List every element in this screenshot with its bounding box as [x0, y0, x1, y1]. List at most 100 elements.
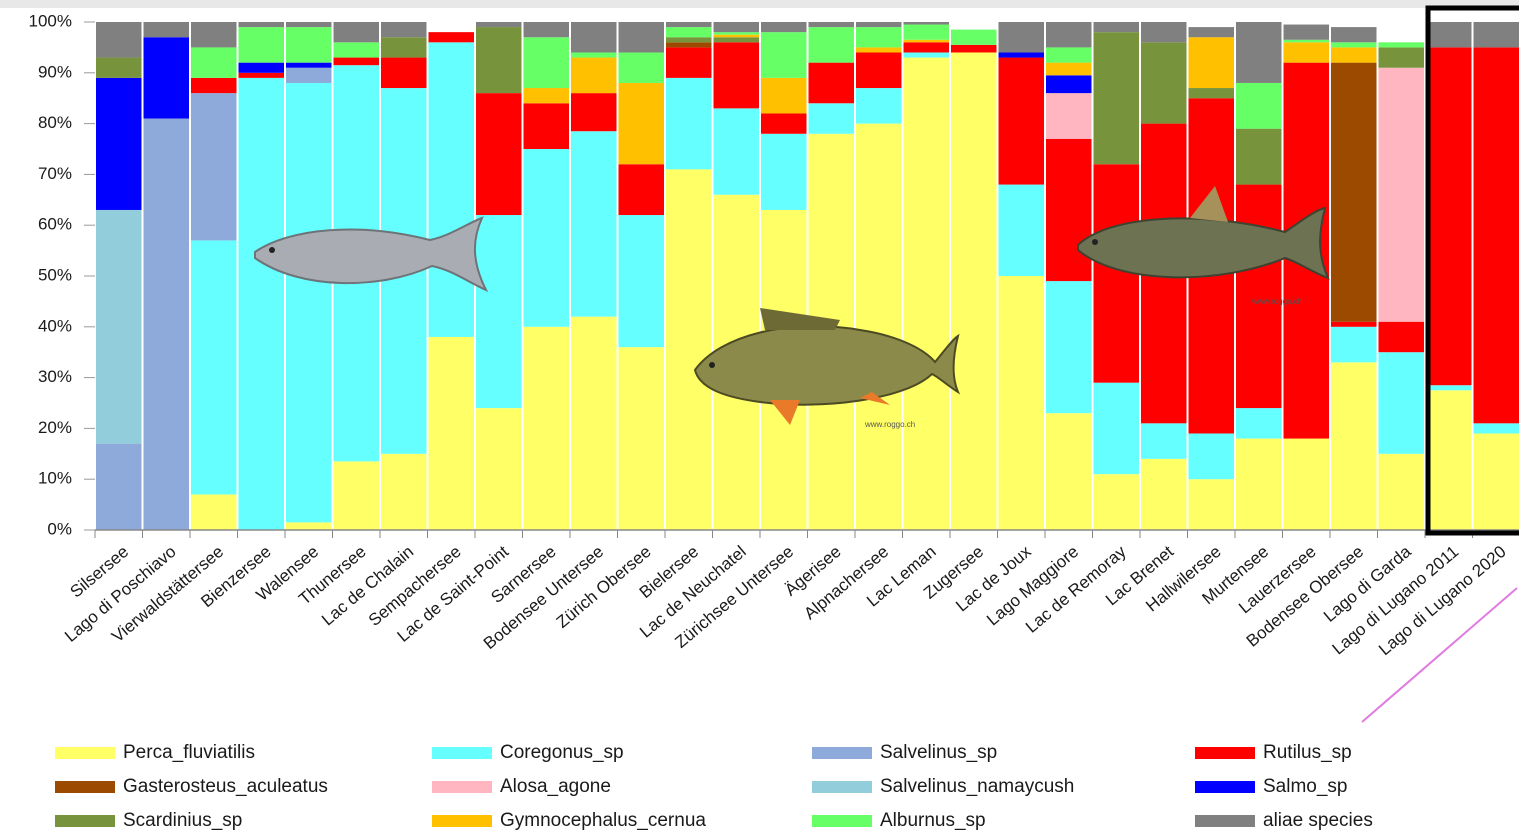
- bar-segment: [1141, 423, 1187, 459]
- bar-segment: [666, 27, 712, 38]
- bar-segment: [286, 62, 332, 68]
- legend-label: aliae species: [1263, 810, 1373, 831]
- y-tick-label: 20%: [38, 418, 72, 437]
- bar-segment: [1046, 62, 1092, 76]
- legend-swatch: [812, 781, 872, 793]
- legend-swatch: [812, 747, 872, 759]
- y-tick-label: 10%: [38, 469, 72, 488]
- bar-segment: [808, 22, 854, 28]
- highlight-box: [1425, 5, 1519, 536]
- legend-label: Scardinius_sp: [123, 810, 242, 831]
- bar-segment: [238, 62, 284, 73]
- bar-segment: [1046, 75, 1092, 94]
- bar-segment: [808, 62, 854, 104]
- bar-segment: [1473, 433, 1519, 530]
- bar-segment: [1473, 22, 1519, 48]
- bar-segment: [1283, 39, 1329, 43]
- bar-segment: [1141, 42, 1187, 124]
- watermark: www.roggo.ch: [1251, 297, 1302, 306]
- bar-segment: [476, 215, 522, 409]
- bar-segment: [476, 22, 522, 28]
- bar-segment: [191, 240, 237, 495]
- legend-swatch: [55, 747, 115, 759]
- bar-segment: [618, 164, 664, 216]
- bar-segment: [1283, 42, 1329, 63]
- bar-segment: [333, 22, 379, 43]
- bar-segment: [618, 215, 664, 348]
- bar-segment: [238, 27, 284, 63]
- bar-segment: [571, 93, 617, 132]
- bar-segment: [1236, 438, 1282, 530]
- bar-segment: [571, 131, 617, 317]
- bar-segment: [998, 22, 1044, 53]
- bar-segment: [1046, 281, 1092, 414]
- y-tick-label: 90%: [38, 62, 72, 81]
- bar-segment: [1141, 458, 1187, 530]
- bar-segment: [1331, 47, 1377, 63]
- bar-segment: [903, 57, 949, 531]
- bar-segment: [856, 27, 902, 48]
- legend-swatch: [432, 747, 492, 759]
- bar-segment: [618, 52, 664, 83]
- bar-segment: [1473, 423, 1519, 434]
- y-tick-label: 30%: [38, 367, 72, 386]
- bar-segment: [1236, 22, 1282, 83]
- bar-segment: [96, 57, 142, 78]
- bar-segment: [428, 42, 474, 337]
- y-tick-label: 40%: [38, 316, 72, 335]
- bar-segment: [523, 326, 569, 530]
- legend-label: Alosa_agone: [500, 776, 611, 797]
- bar-segment: [618, 22, 664, 53]
- bar-segment: [1426, 390, 1472, 530]
- bar-segment: [1426, 47, 1472, 386]
- bar-segment: [286, 82, 332, 523]
- legend-swatch: [55, 781, 115, 793]
- bar-segment: [761, 113, 807, 134]
- bar-segment: [903, 39, 949, 43]
- bar-segment: [191, 77, 237, 94]
- bar-segment: [1331, 321, 1377, 327]
- bar-segment: [1378, 42, 1424, 48]
- bar-segment: [381, 37, 427, 58]
- bar-segment: [523, 88, 569, 104]
- bar-segment: [238, 72, 284, 78]
- legend-swatch: [1195, 747, 1255, 759]
- bar-segment: [571, 57, 617, 94]
- bar-segment: [1188, 479, 1234, 530]
- bar-segment: [903, 42, 949, 53]
- bar-segment: [713, 32, 759, 35]
- bar-segment: [1093, 382, 1139, 475]
- bar-segment: [143, 22, 189, 38]
- legend-swatch: [432, 781, 492, 793]
- bar-segment: [381, 57, 427, 89]
- bar-segment: [903, 22, 949, 25]
- fish-perch: [693, 308, 961, 425]
- bar-segment: [191, 93, 237, 241]
- bar-segment: [951, 52, 997, 530]
- bar-segment: [1378, 47, 1424, 68]
- bar-segment: [1378, 321, 1424, 353]
- bar-segment: [713, 108, 759, 195]
- bar-segment: [666, 37, 712, 43]
- bar-segment: [191, 47, 237, 78]
- bar-segment: [951, 44, 997, 53]
- bar-segment: [1046, 47, 1092, 63]
- legend-label: Alburnus_sp: [880, 810, 986, 831]
- y-tick-label: 70%: [38, 164, 72, 183]
- bar-segment: [856, 47, 902, 53]
- bar-segment: [476, 408, 522, 530]
- bar-segment: [571, 52, 617, 58]
- bar-segment: [286, 67, 332, 83]
- bar-segment: [1331, 62, 1377, 322]
- bar-segment: [998, 276, 1044, 530]
- bar-segment: [618, 347, 664, 530]
- bar-segment: [666, 42, 712, 48]
- bar-segment: [96, 77, 142, 210]
- bar-segment: [1093, 22, 1139, 33]
- bar-segment: [523, 22, 569, 38]
- bar-segment: [1426, 385, 1472, 391]
- legend-swatch: [812, 815, 872, 827]
- legend-swatch: [1195, 781, 1255, 793]
- bar-segment: [333, 461, 379, 530]
